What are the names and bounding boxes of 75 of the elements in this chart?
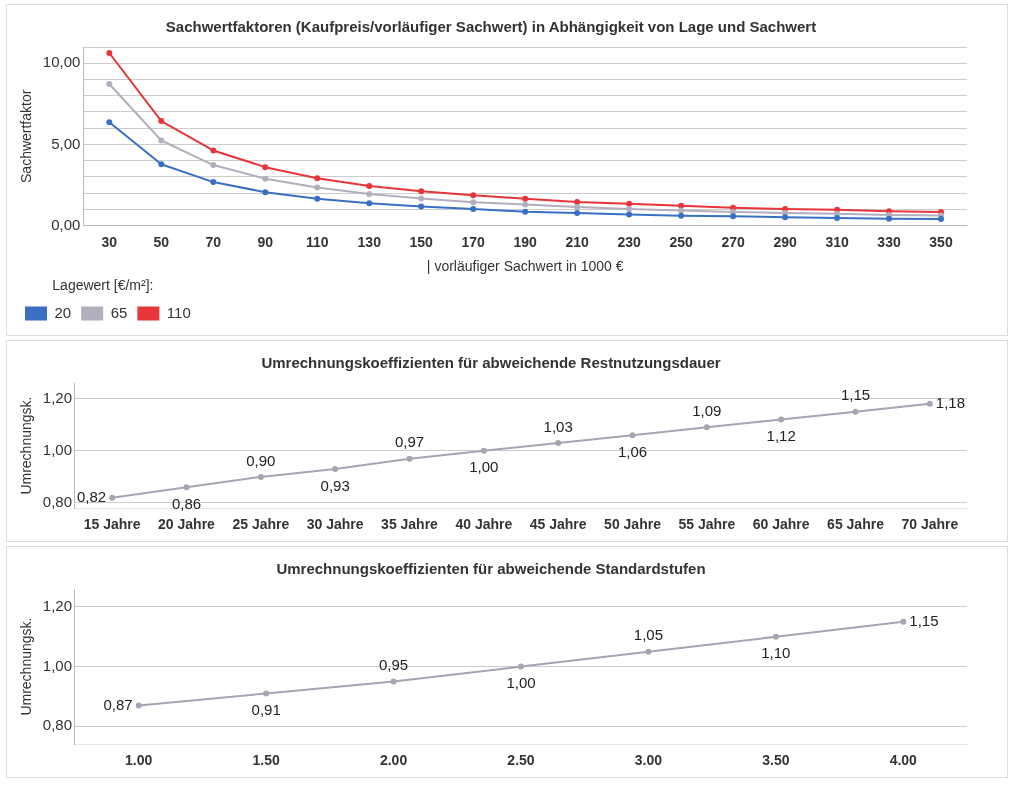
x-tick-label: 190 (513, 233, 538, 250)
data-label: 1,00 (469, 458, 499, 476)
y-tick-label: 1,20 (42, 597, 72, 615)
x-tick-label: 65 Jahre (827, 516, 885, 533)
x-tick-label: 70 (205, 233, 222, 250)
x-tick-label: 110 (305, 233, 329, 250)
y-tick-label: 5,00 (51, 134, 81, 152)
x-tick-label: 55 Jahre (678, 516, 736, 533)
x-tick-label: 20 Jahre (158, 516, 216, 533)
x-tick-label: 50 Jahre (604, 516, 662, 533)
legend-label: 20 (54, 303, 72, 321)
x-tick-label: 290 (773, 233, 797, 250)
data-label: 1,09 (692, 401, 722, 419)
y-tick-label: 0,80 (42, 716, 72, 734)
data-label: 1,00 (506, 674, 536, 692)
chart-title: Sachwertfaktoren (Kaufpreis/vorläufiger Sachwert) in Abhängigkeit von Lage und Sachwert (165, 18, 817, 36)
x-tick-label: 330 (877, 233, 901, 250)
x-tick-label: 170 (461, 233, 486, 250)
y-tick-label: 1,20 (42, 388, 72, 406)
x-tick-label: 50 (153, 233, 170, 250)
data-label: 0,82 (76, 487, 107, 505)
data-label: 0,87 (103, 695, 133, 713)
x-tick-label: 270 (721, 233, 745, 250)
x-tick-label: 1.50 (252, 752, 280, 769)
data-label: 1,15 (909, 611, 939, 629)
x-tick-label: 3.00 (634, 752, 663, 769)
x-tick-label: 60 Jahre (752, 516, 810, 533)
y-tick-label: 1,00 (42, 656, 72, 674)
legend-label: 110 (166, 303, 191, 321)
x-tick-label: 2.00 (379, 752, 408, 769)
x-tick-label: 250 (669, 233, 693, 250)
chart-title: Umrechnungskoeffizienten für abweichende Standardstufen (276, 560, 706, 578)
x-tick-label: 310 (825, 233, 849, 250)
x-axis-title: | vorläufiger Sachwert in 1000 € (426, 257, 624, 274)
x-tick-label: 3.50 (762, 752, 790, 769)
x-tick-label: 4.00 (889, 752, 918, 769)
legend-label: 65 (110, 303, 128, 321)
x-tick-label: 210 (565, 233, 590, 250)
data-label: 0,86 (171, 494, 202, 512)
y-tick-label: 0,80 (42, 493, 72, 511)
x-tick-label: 230 (617, 233, 642, 250)
data-label: 1,15 (840, 386, 871, 404)
y-tick-label: 1,00 (42, 440, 72, 458)
x-tick-label: 35 Jahre (381, 516, 439, 533)
x-tick-label: 130 (357, 233, 382, 250)
y-tick-label: 10,00 (42, 53, 81, 71)
y-axis-title: Sachwertfaktor (18, 89, 35, 183)
data-label: 0,93 (320, 476, 350, 494)
x-tick-label: 150 (409, 233, 434, 250)
x-tick-label: 40 Jahre (455, 516, 513, 533)
data-label: 1,05 (633, 626, 664, 644)
x-tick-label: 350 (929, 233, 953, 250)
legend-title: Lagewert [€/m²]: (52, 277, 154, 294)
data-label: 0,97 (394, 433, 425, 451)
chart-title: Umrechnungskoeffizienten für abweichende Restnutzungsdauer (261, 354, 721, 372)
x-tick-label: 1.00 (125, 752, 153, 769)
x-tick-label: 2.50 (507, 752, 535, 769)
data-label: 0,90 (246, 451, 276, 469)
y-axis-title: Umrechnungsk. (18, 396, 35, 495)
x-tick-label: 90 (257, 233, 274, 250)
data-label: 1,18 (935, 394, 966, 412)
x-tick-label: 15 Jahre (83, 516, 141, 533)
x-tick-label: 30 Jahre (306, 516, 364, 533)
x-tick-label: 25 Jahre (232, 516, 290, 533)
x-tick-label: 45 Jahre (529, 516, 587, 533)
data-label: 1,06 (617, 442, 648, 460)
x-tick-label: 70 Jahre (901, 516, 959, 533)
y-tick-label: 0,00 (51, 215, 81, 233)
y-axis-title: Umrechnungsk. (18, 617, 35, 716)
data-label: 1,03 (543, 417, 573, 435)
data-label: 0,91 (251, 701, 281, 719)
data-label: 0,95 (378, 656, 409, 674)
data-label: 1,10 (761, 644, 791, 662)
x-tick-label: 30 (101, 233, 118, 250)
data-label: 1,12 (766, 427, 796, 445)
